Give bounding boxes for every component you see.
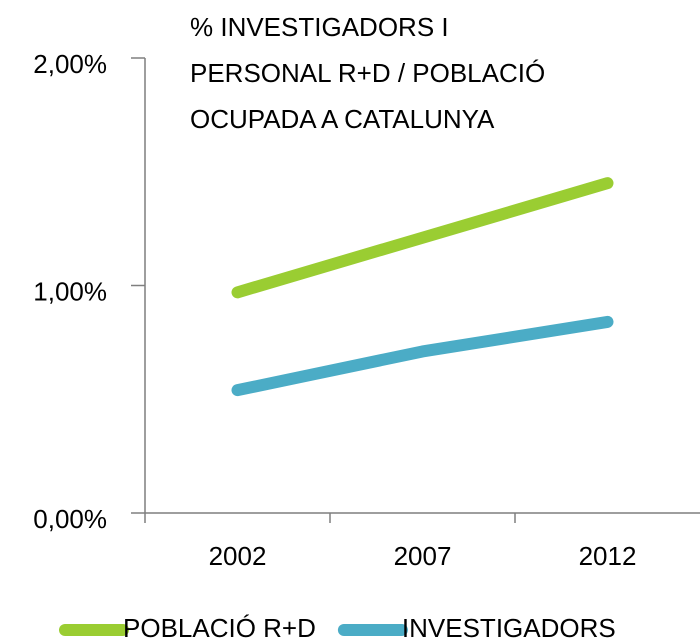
y-tick-label: 0,00% — [33, 504, 107, 534]
chart-title: % INVESTIGADORS I — [190, 12, 449, 42]
x-tick-label: 2002 — [209, 541, 267, 571]
legend-label: POBLACIÓ R+D — [123, 613, 316, 643]
x-tick-label: 2012 — [579, 541, 637, 571]
chart-title: OCUPADA A CATALUNYA — [190, 104, 495, 134]
x-tick-label: 2007 — [394, 541, 452, 571]
y-tick-label: 1,00% — [33, 276, 107, 306]
chart-title: PERSONAL R+D / POBLACIÓ — [190, 58, 545, 88]
data-line — [231, 177, 614, 299]
data-line — [231, 315, 614, 397]
legend-label: INVESTIGADORS — [402, 613, 616, 643]
y-tick-label: 2,00% — [33, 49, 107, 79]
